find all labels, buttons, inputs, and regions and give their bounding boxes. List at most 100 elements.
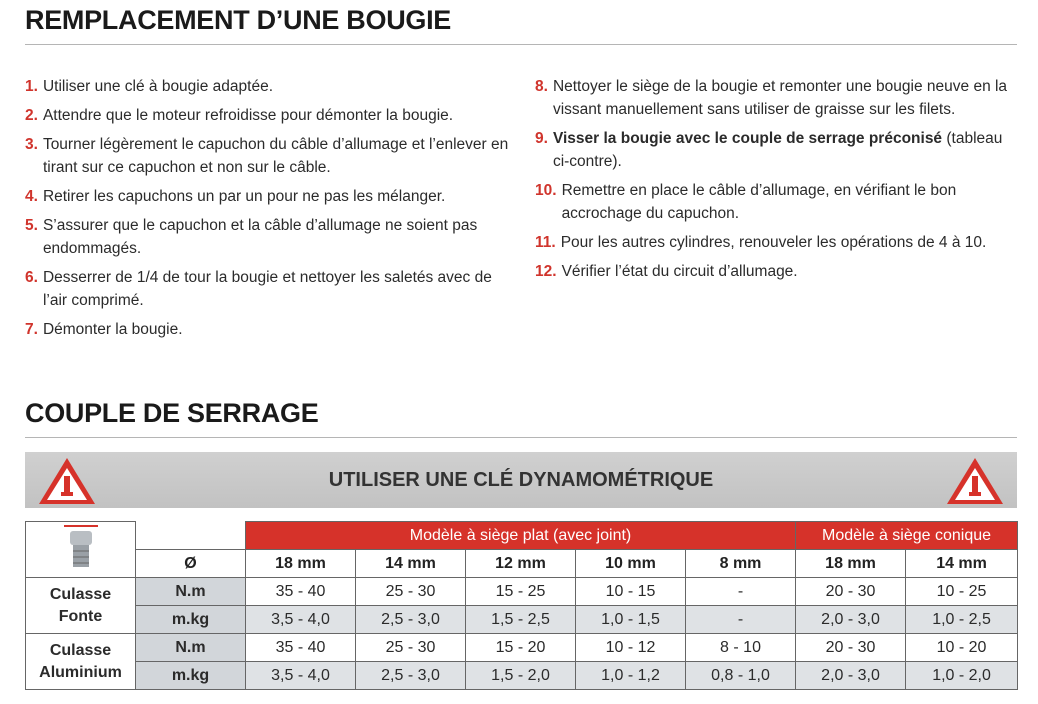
size-header: 18 mm <box>245 549 356 578</box>
step-text: Utiliser une clé à bougie adaptée. <box>43 75 273 98</box>
unit: m.kg <box>135 605 246 634</box>
value-cell: 20 - 30 <box>795 633 907 662</box>
step-text: Attendre que le moteur refroidisse pour … <box>43 104 453 127</box>
value-cell: 1,0 - 1,5 <box>575 605 686 634</box>
step-number: 2. <box>25 107 38 124</box>
step-text: Démonter la bougie. <box>43 318 183 341</box>
unit: m.kg <box>135 661 246 690</box>
step-text: Pour les autres cylindres, renouveler le… <box>561 231 987 254</box>
value-cell: 10 - 12 <box>575 633 686 662</box>
step: 8. Nettoyer le siège de la bougie et remo… <box>535 75 1015 121</box>
block-label-line: Culasse <box>49 585 112 603</box>
step-text: Tourner légèrement le capuchon du câble … <box>43 133 515 179</box>
value-cell: 35 - 40 <box>245 577 356 606</box>
size-row: Ø 18 mm 14 mm 12 mm 10 mm 8 mm 18 mm 14 mm <box>26 549 1019 578</box>
step-text: Nettoyer le siège de la bougie et remont… <box>553 75 1015 121</box>
value-cell: - <box>684 577 797 606</box>
value-cell: 10 - 20 <box>905 633 1019 662</box>
step: 11. Pour les autres cylindres, renouveler… <box>535 231 1015 254</box>
value-cell: 1,5 - 2,5 <box>465 605 576 634</box>
step: 2. Attendre que le moteur refroidisse pou… <box>25 104 515 127</box>
step-body: Tourner légèrement le capuchon du câble … <box>42 136 509 176</box>
step-text: Vérifier l’état du circuit d’allumage. <box>562 260 798 283</box>
diameter-label: Ø <box>135 549 246 578</box>
size-header: 18 mm <box>795 549 907 578</box>
unit: N.m <box>135 577 246 606</box>
torque-table: Modèle à siège plat (avec joint) Modèle à… <box>25 521 1019 690</box>
step-number: 8. <box>535 78 548 95</box>
step-body: S’assurer que le capuchon et la câble d’… <box>42 217 478 257</box>
step-number: 1. <box>25 78 38 95</box>
step-body: Utiliser une clé à bougie adaptée. <box>42 78 274 95</box>
value-cell: 10 - 15 <box>575 577 686 606</box>
size-header: 12 mm <box>465 549 576 578</box>
block-label: Culasse Fonte <box>25 577 136 634</box>
section-title: COUPLE DE SERRAGE <box>25 398 319 428</box>
step-body: (tableau ci-contre). <box>552 130 1003 170</box>
plug-icon-cell <box>25 521 136 578</box>
steps-column: 8. Nettoyer le siège de la bougie et remo… <box>535 75 1015 289</box>
data-row: m.kg 3,5 - 4,0 2,5 - 3,0 1,5 - 2,5 1,0 - 1,5… <box>26 605 1019 634</box>
value-cell: 25 - 30 <box>355 577 466 606</box>
rule <box>25 437 1017 438</box>
value-cell: - <box>684 605 797 634</box>
value-cell: 1,0 - 2,5 <box>905 605 1019 634</box>
data-row: m.kg 3,5 - 4,0 2,5 - 3,0 1,5 - 2,0 1,0 - 1,2… <box>26 661 1019 690</box>
step-number: 5. <box>25 217 38 234</box>
step: 7. Démonter la bougie. <box>25 318 515 341</box>
step: 4. Retirer les capuchons un par un pour n… <box>25 185 515 208</box>
value-cell: 3,5 - 4,0 <box>245 605 356 634</box>
step-text: S’assurer que le capuchon et la câble d’… <box>43 214 515 260</box>
value-cell: 1,0 - 1,2 <box>575 661 686 690</box>
spark-plug-icon <box>63 525 98 567</box>
value-cell: 25 - 30 <box>355 633 466 662</box>
step-text: Visser la bougie avec le couple de serra… <box>553 127 1015 173</box>
value-cell: 2,0 - 3,0 <box>795 661 907 690</box>
step-body: Attendre que le moteur refroidisse pour … <box>42 107 454 124</box>
size-header: 14 mm <box>355 549 466 578</box>
data-row: Culasse Aluminium N.m 35 - 40 25 - 30 15 - 20… <box>25 633 1019 690</box>
section-title: REMPLACEMENT D’UNE BOUGIE <box>25 5 452 35</box>
warning-icon <box>947 458 1003 504</box>
size-header: 14 mm <box>905 549 1019 578</box>
step-number: 4. <box>25 188 38 205</box>
unit: N.m <box>135 633 246 662</box>
value-cell: 20 - 30 <box>795 577 907 606</box>
group-header: Modèle à siège plat (avec joint) <box>244 521 797 550</box>
step: 3. Tourner légèrement le capuchon du câbl… <box>25 133 515 179</box>
value-cell: 0,8 - 1,0 <box>684 661 797 690</box>
value-cell: 2,5 - 3,0 <box>355 605 466 634</box>
step-number: 10. <box>535 182 557 199</box>
group-header: Modèle à siège conique <box>795 521 1019 550</box>
step-body: Remettre en place le câble d’allumage, e… <box>561 182 957 222</box>
value-cell: 35 - 40 <box>245 633 356 662</box>
step: 9. Visser la bougie avec le couple de ser… <box>535 127 1015 173</box>
step-number: 6. <box>25 269 38 286</box>
step-body: Vérifier l’état du circuit d’allumage. <box>561 263 798 280</box>
banner-text: UTILISER UNE CLÉ DYNAMOMÉTRIQUE <box>328 468 714 491</box>
step: 12. Vérifier l’état du circuit d’allumage… <box>535 260 1015 283</box>
step: 10. Remettre en place le câble d’allumage… <box>535 179 1015 225</box>
step-text: Desserrer de 1/4 de tour la bougie et ne… <box>43 266 515 312</box>
step-body: Pour les autres cylindres, renouveler le… <box>560 234 987 251</box>
rule <box>25 44 1017 45</box>
size-header: 10 mm <box>575 549 686 578</box>
value-cell: 10 - 25 <box>905 577 1019 606</box>
value-cell: 2,0 - 3,0 <box>795 605 907 634</box>
value-cell: 2,5 - 3,0 <box>355 661 466 690</box>
banner: UTILISER UNE CLÉ DYNAMOMÉTRIQUE <box>25 452 1017 508</box>
value-cell: 8 - 10 <box>684 633 797 662</box>
step-body: Démonter la bougie. <box>42 321 183 338</box>
step-number: 11. <box>535 234 556 251</box>
value-cell: 1,0 - 2,0 <box>905 661 1019 690</box>
value-cell: 15 - 25 <box>465 577 576 606</box>
step-body: Desserrer de 1/4 de tour la bougie et ne… <box>42 269 492 309</box>
value-cell: 3,5 - 4,0 <box>245 661 356 690</box>
group-row: Modèle à siège plat (avec joint) Modèle à… <box>25 521 1019 578</box>
block-label-line: Fonte <box>58 607 103 625</box>
value-cell: 1,5 - 2,0 <box>465 661 576 690</box>
blank-cell <box>135 521 246 550</box>
block-label-line: Culasse <box>49 641 112 659</box>
value-cell: 15 - 20 <box>465 633 576 662</box>
block-label: Culasse Aluminium <box>25 633 136 690</box>
